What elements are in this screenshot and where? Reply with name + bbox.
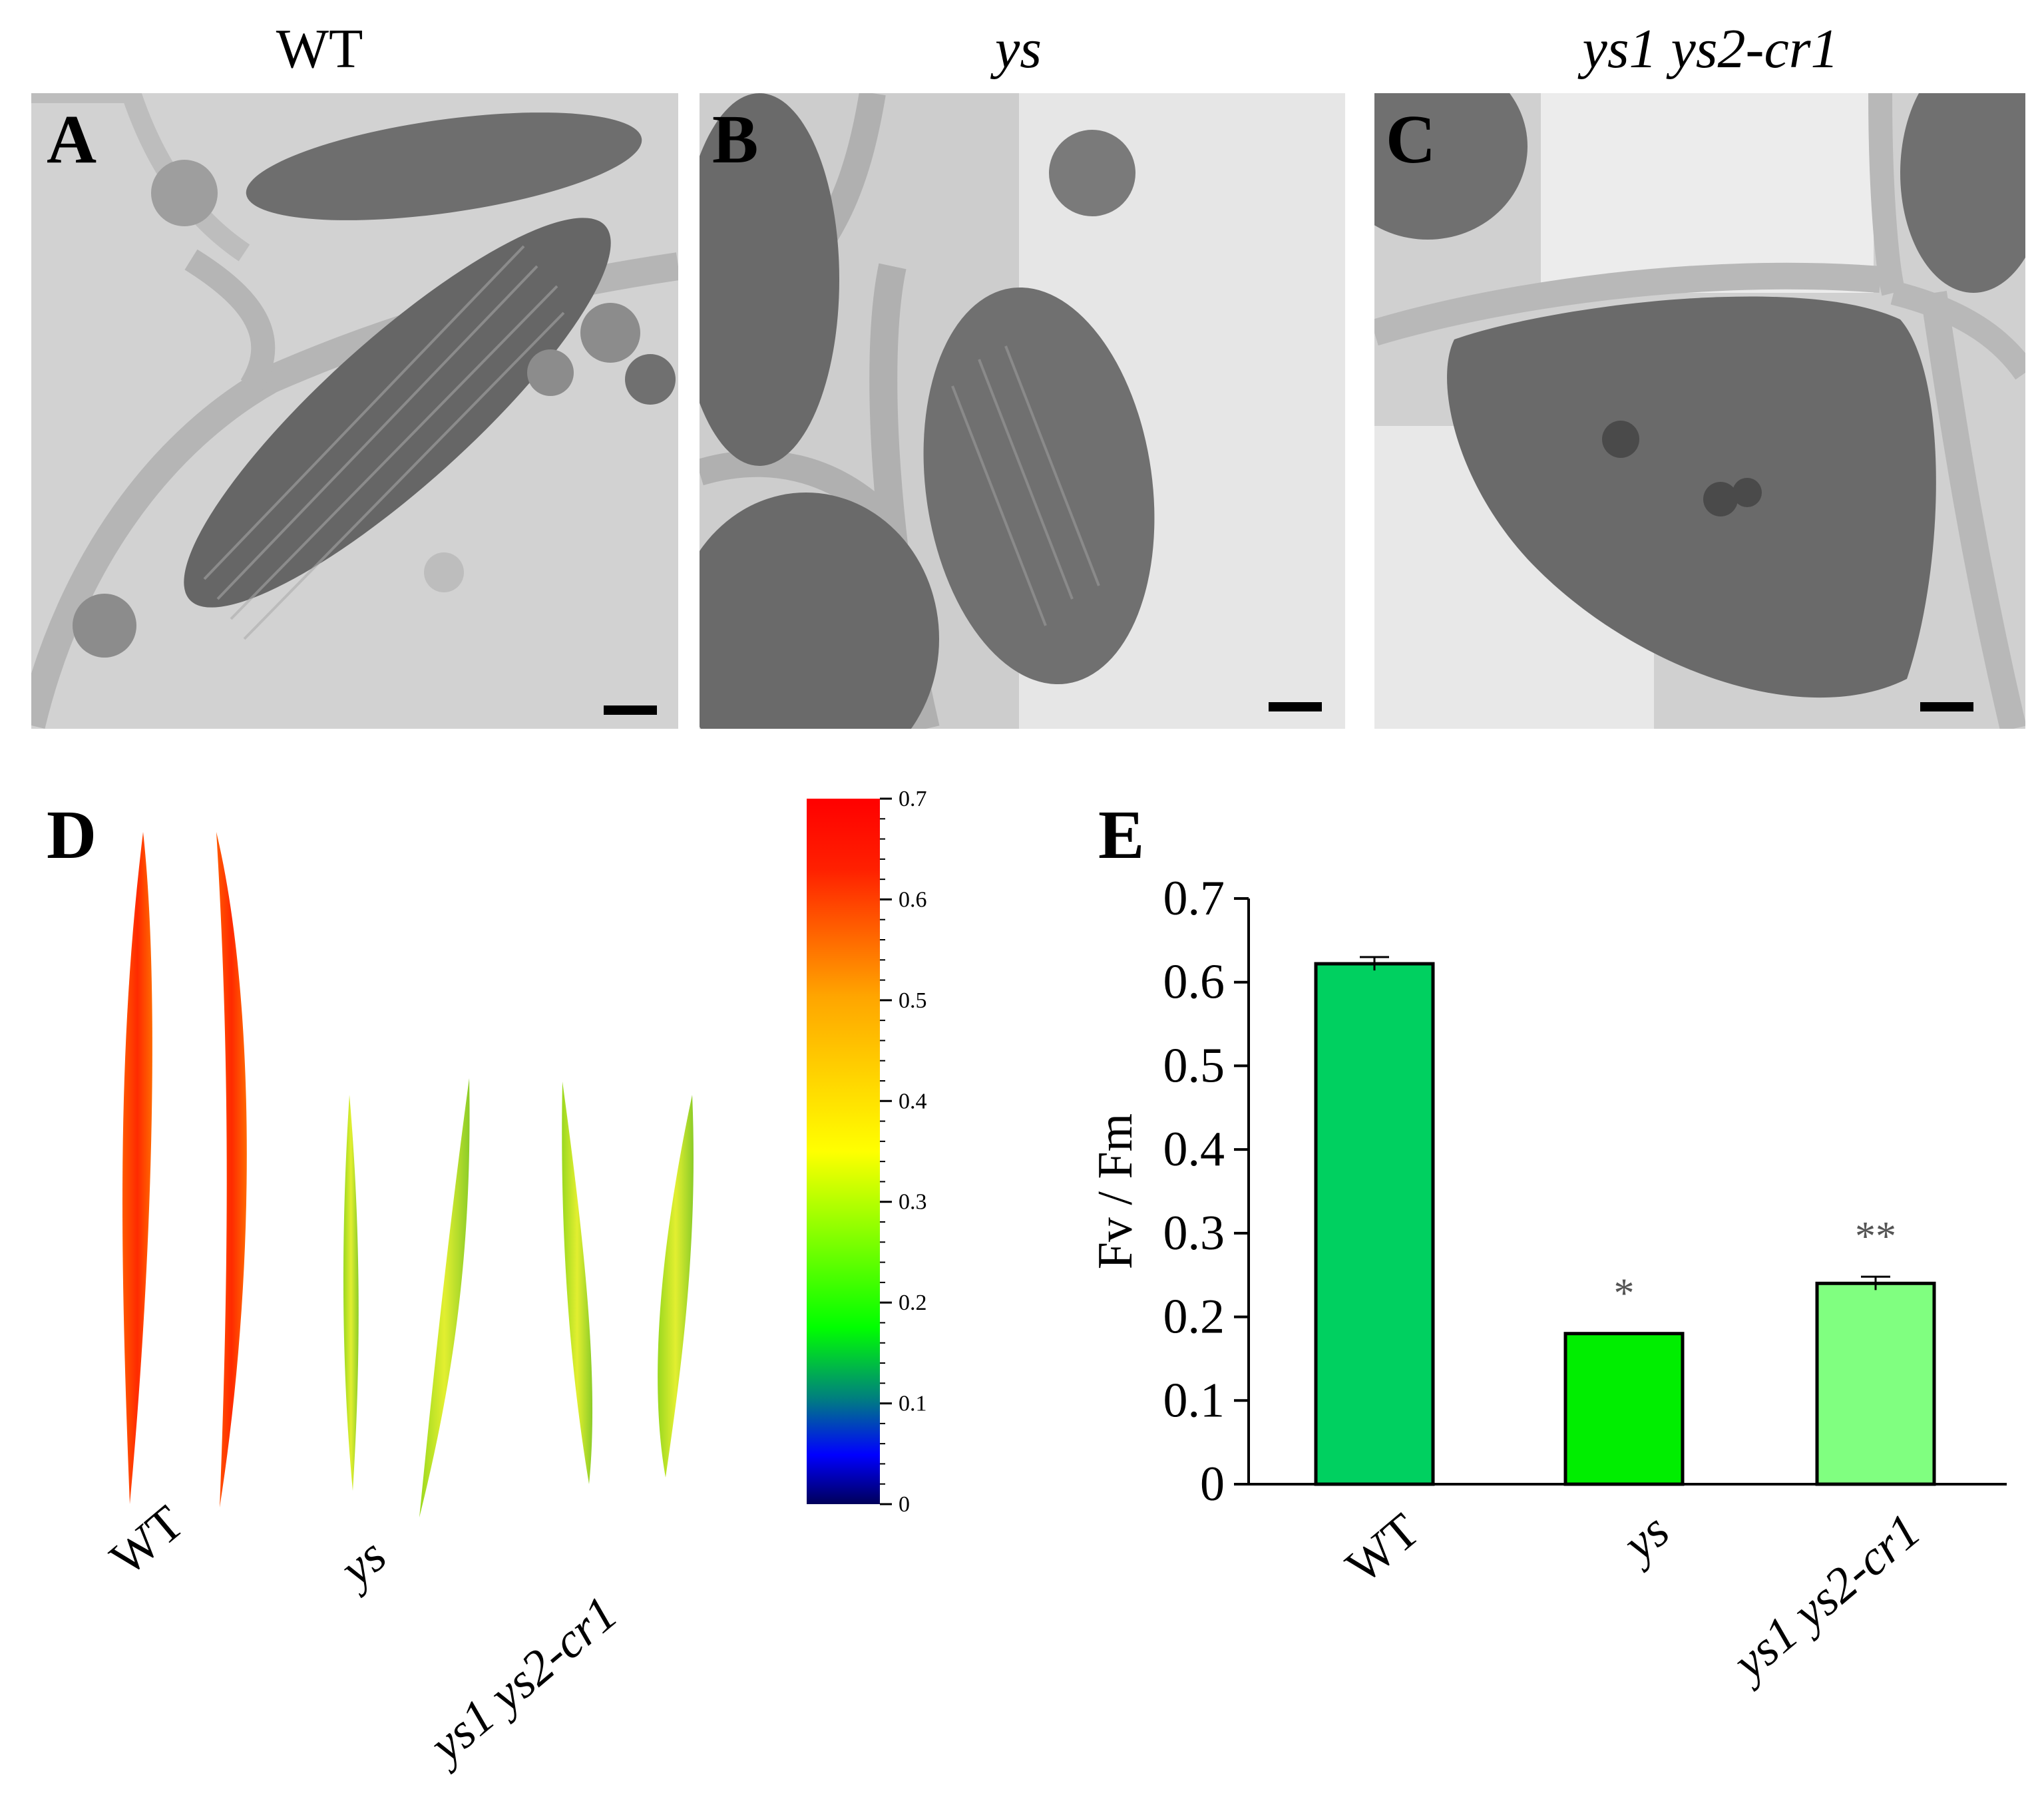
y-tick-label: 0.2 bbox=[1163, 1290, 1225, 1344]
panel-letter-a: A bbox=[47, 101, 97, 178]
scale-bar bbox=[1920, 702, 1973, 711]
colorbar-tick-label: 0.3 bbox=[899, 1190, 927, 1215]
leaf-label-ys1-ys2-cr1: ys1 ys2-cr1 bbox=[419, 1585, 628, 1773]
leaf-fluorescence-image bbox=[122, 832, 694, 1517]
leaf-ys-1 bbox=[343, 1095, 359, 1491]
bar-wt bbox=[1314, 962, 1435, 1486]
panel-letter-b: B bbox=[712, 101, 759, 178]
y-tick-label: 0.4 bbox=[1163, 1122, 1225, 1177]
tem-image-wt bbox=[31, 93, 678, 729]
label-wt: WT bbox=[276, 18, 363, 80]
panel-letter-c: C bbox=[1386, 101, 1436, 178]
leaf-ys1-1 bbox=[562, 1082, 593, 1484]
significance-marker: ** bbox=[1855, 1214, 1896, 1259]
scale-bar bbox=[1269, 702, 1322, 711]
bar-ys1-ys2-cr1 bbox=[1815, 1281, 1936, 1486]
y-axis-label: Fv / Fm bbox=[1088, 1113, 1143, 1269]
scale-bar bbox=[604, 705, 657, 715]
leaf-ys1-2 bbox=[658, 1095, 694, 1478]
y-tick-label: 0.6 bbox=[1163, 955, 1225, 1010]
panel-letter-d: D bbox=[47, 797, 97, 873]
x-tick-label: ys1 ys2-cr1 bbox=[1719, 1503, 1931, 1693]
significance-marker: * bbox=[1614, 1271, 1635, 1316]
fv-fm-bar-chart: 00.10.20.30.40.50.60.7 *** Fv / Fm WT ys y… bbox=[1088, 871, 2007, 1693]
colorbar: 0.7 0.6 0.5 0.4 0.3 0.2 0.1 0 bbox=[807, 787, 927, 1517]
tem-image-ys bbox=[700, 93, 1345, 729]
colorbar-tick-label: 0.2 bbox=[899, 1291, 927, 1315]
label-ys1-ys2-cr1: ys1 ys2-cr1 bbox=[1582, 18, 1839, 80]
leaf-wt-1 bbox=[122, 832, 152, 1504]
y-tick-label: 0.1 bbox=[1163, 1373, 1225, 1428]
colorbar-gradient bbox=[807, 799, 880, 1504]
label-ys: ys bbox=[995, 18, 1042, 80]
y-tick-label: 0.5 bbox=[1163, 1038, 1225, 1093]
colorbar-tick-label: 0 bbox=[899, 1492, 910, 1517]
x-tick-label: ys bbox=[1609, 1503, 1679, 1575]
colorbar-tick-label: 0.7 bbox=[899, 787, 927, 811]
colorbar-tick-label: 0.6 bbox=[899, 887, 927, 912]
leaf-wt-2 bbox=[216, 832, 247, 1507]
y-tick-label: 0.3 bbox=[1163, 1206, 1225, 1261]
y-tick-label: 0 bbox=[1200, 1457, 1225, 1511]
leaf-ys-2 bbox=[419, 1078, 470, 1517]
bar-ys bbox=[1563, 1332, 1685, 1486]
colorbar-tick-label: 0.4 bbox=[899, 1089, 927, 1113]
panel-letter-e: E bbox=[1098, 797, 1145, 873]
colorbar-tick-label: 0.1 bbox=[899, 1392, 927, 1416]
y-tick-label: 0.7 bbox=[1163, 871, 1225, 926]
x-tick-label: WT bbox=[1336, 1503, 1430, 1595]
colorbar-tick-label: 0.5 bbox=[899, 988, 927, 1013]
tem-image-ys1-ys2-cr1 bbox=[1374, 93, 2025, 729]
